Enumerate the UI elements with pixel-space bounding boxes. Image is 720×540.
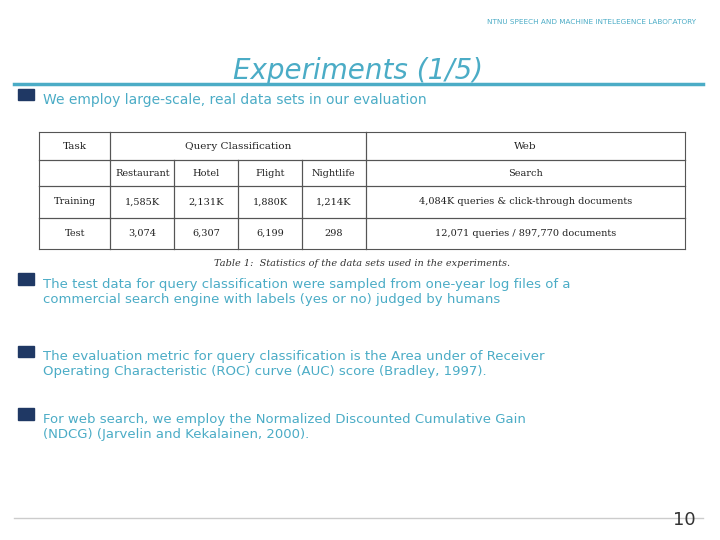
Text: Hotel: Hotel: [192, 169, 220, 178]
Text: 1,585K: 1,585K: [125, 198, 160, 206]
Text: 6,307: 6,307: [192, 229, 220, 238]
Text: 10: 10: [673, 511, 696, 529]
Text: SMIL: SMIL: [657, 50, 683, 60]
Text: 6,199: 6,199: [256, 229, 284, 238]
Text: 1,880K: 1,880K: [252, 198, 287, 206]
Text: Flight: Flight: [255, 169, 284, 178]
Text: Nightlife: Nightlife: [312, 169, 356, 178]
Text: 3,074: 3,074: [128, 229, 156, 238]
Text: 4,084K queries & click-through documents: 4,084K queries & click-through documents: [418, 198, 632, 206]
Text: 298: 298: [325, 229, 343, 238]
Text: Experiments (1/5): Experiments (1/5): [233, 57, 484, 85]
Text: Query Classification: Query Classification: [185, 142, 291, 151]
Text: Web: Web: [514, 142, 536, 151]
FancyBboxPatch shape: [18, 408, 34, 420]
Text: The test data for query classification were sampled from one-year log files of a: The test data for query classification w…: [43, 278, 570, 306]
Text: 2,131K: 2,131K: [189, 198, 224, 206]
FancyBboxPatch shape: [18, 89, 34, 100]
FancyBboxPatch shape: [18, 273, 34, 285]
Text: Training: Training: [54, 198, 96, 206]
Text: Search: Search: [508, 169, 543, 178]
Text: We employ large-scale, real data sets in our evaluation: We employ large-scale, real data sets in…: [43, 93, 427, 107]
Text: 1,214K: 1,214K: [316, 198, 351, 206]
Text: 12,071 queries / 897,770 documents: 12,071 queries / 897,770 documents: [435, 229, 616, 238]
Text: Task: Task: [63, 142, 87, 151]
Text: NTNU SPEECH AND MACHINE INTELEGENCE LABORATORY: NTNU SPEECH AND MACHINE INTELEGENCE LABO…: [487, 19, 696, 25]
Text: Restaurant: Restaurant: [115, 169, 170, 178]
Text: For web search, we employ the Normalized Discounted Cumulative Gain
(NDCG) (Jarv: For web search, we employ the Normalized…: [43, 413, 526, 441]
Text: Test: Test: [65, 229, 85, 238]
Text: The evaluation metric for query classification is the Area under of Receiver
Ope: The evaluation metric for query classifi…: [43, 350, 544, 379]
FancyBboxPatch shape: [18, 346, 34, 357]
Text: Table 1:  Statistics of the data sets used in the experiments.: Table 1: Statistics of the data sets use…: [214, 259, 510, 268]
